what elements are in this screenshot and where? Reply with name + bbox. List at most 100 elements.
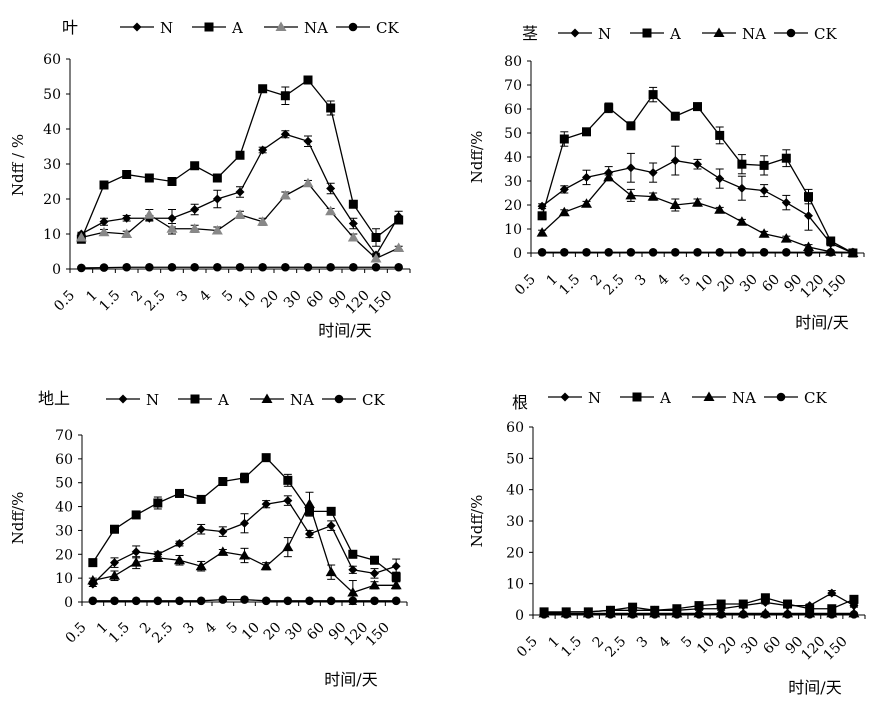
legend-label: CK [804,389,827,407]
triangle-marker [581,198,592,208]
x-tick-label: 30 [738,634,762,658]
circle-marker [283,596,293,606]
panel-title: 茎 [522,24,538,43]
x-tick-label: 60 [304,288,328,312]
diamond-marker [196,524,206,534]
diamond-marker [305,529,314,539]
diamond-marker [240,518,249,528]
triangle-marker [369,579,380,590]
series-NA [87,491,402,605]
square-marker [738,599,748,609]
triangle-marker [325,205,337,216]
triangle-marker [780,233,792,243]
x-tick-label: 0.5 [63,620,90,647]
diamond-marker [348,219,358,228]
square-marker [261,453,271,463]
triangle-marker [174,554,185,565]
x-tick-label: 5 [219,288,237,306]
circle-marker [235,262,245,272]
circle-marker [539,610,549,619]
y-tick-label: 30 [504,174,522,190]
triangle-marker [130,557,142,567]
legend-label: N [146,391,159,409]
triangle-marker [692,197,703,207]
x-tick-label: 5 [224,620,242,638]
y-tick-label: 10 [506,577,524,593]
circle-marker [213,262,222,272]
circle-marker [693,247,702,257]
circle-marker [334,394,344,404]
triangle-marker [347,586,359,597]
series-A [76,75,404,247]
circle-marker [827,610,837,619]
circle-marker [805,610,814,619]
triangle-marker [211,225,223,235]
square-marker [783,599,793,609]
diamond-marker [626,163,636,173]
x-tick-label: 4 [197,287,215,305]
y-tick-label: 10 [55,571,73,587]
y-tick-label: 20 [55,547,73,563]
circle-marker [131,596,141,606]
series-NA [75,177,405,263]
square-marker [348,199,358,209]
y-axis-label: Ndff/% [468,495,486,548]
x-tick-label: 0.5 [514,634,541,661]
x-tick-label: 150 [365,288,395,318]
y-tick-label: 60 [43,52,61,68]
diamond-marker [175,539,184,549]
x-tick-label: 150 [820,272,850,302]
x-tick-label: 20 [258,288,282,312]
diamond-marker [118,394,128,404]
triangle-marker [98,226,110,237]
diamond-marker [391,561,401,571]
x-tick-label: 4 [202,619,220,637]
diamond-marker [99,217,109,227]
y-tick-label: 80 [504,54,522,70]
x-tick-label: 60 [304,620,328,644]
triangle-marker [803,241,814,251]
square-marker [240,473,249,483]
circle-marker [167,262,177,272]
x-tick-label: 3 [180,620,198,638]
x-tick-label: 10 [239,620,263,644]
diamond-marker [827,588,837,598]
x-tick-label: 5 [678,634,696,652]
square-marker [371,233,381,242]
square-marker [326,103,336,113]
y-tick-label: 30 [506,514,524,530]
series-line [541,93,854,254]
circle-marker [738,610,748,619]
legend: N A NA CK [120,19,399,37]
circle-marker [737,247,747,257]
legend-label: N [588,389,601,407]
y-tick-label: 10 [504,222,522,238]
square-marker [280,91,290,101]
square-marker [190,161,200,171]
circle-marker [99,263,109,272]
x-tick-label: 150 [363,620,393,650]
triangle-marker [302,177,314,188]
y-tick-label: 40 [506,483,524,499]
legend-label: CK [376,19,399,37]
square-marker [781,153,791,163]
diamond-marker [737,183,747,193]
x-tick-label: 2.5 [602,634,629,661]
legend-label: NA [304,19,328,37]
triangle-marker [143,209,155,219]
triangle-marker [669,199,681,209]
x-tick-label: 2.5 [149,620,176,647]
circle-marker [153,596,163,606]
triangle-marker [195,560,207,571]
square-marker [391,572,401,582]
square-marker [582,127,591,137]
circle-marker [394,262,403,272]
triangle-marker [234,209,246,219]
x-tick-label: 3 [632,272,650,290]
circle-marker [672,610,682,619]
triangle-marker [166,223,178,233]
circle-marker [759,247,769,257]
